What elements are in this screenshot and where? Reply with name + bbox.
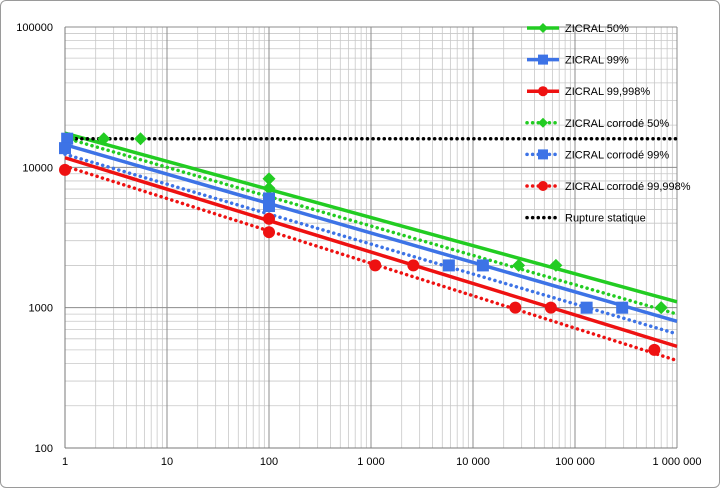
legend-label: ZICRAL 99% [565,55,629,67]
legend-label: ZICRAL corrodé 50% [565,118,669,130]
legend-swatch-marker [538,117,548,128]
series-line-4 [63,136,679,316]
y-tick-label: 10000 [22,162,53,174]
data-point [134,132,148,146]
legend-item-3: ZICRAL 99,998% [527,86,650,98]
series-line-3 [64,156,678,349]
x-tick-label: 100 [260,456,278,468]
legend-label: ZICRAL 99,998% [565,86,650,98]
legend-item-7: Rupture statique [525,213,646,225]
data-point [262,181,276,195]
data-point [263,226,275,239]
legend-item-6: ZICRAL corrodé 99,998% [525,181,691,193]
x-tick-label: 1 000 000 [653,456,702,468]
series-line-1 [64,131,678,304]
x-tick-label: 1 [62,456,68,468]
data-point [442,259,455,272]
data-point [648,343,661,356]
data-point [549,258,563,272]
legend-swatch-marker [538,23,548,33]
legend-swatch-marker [538,86,548,97]
legend-swatch-marker [538,54,548,65]
data-point [59,142,71,155]
data-point [262,172,276,186]
series-line-2 [64,143,678,323]
legend-item-5: ZICRAL corrodé 99% [525,149,669,161]
legend-label: Rupture statique [565,213,646,225]
legend-item-4: ZICRAL corrodé 50% [525,117,669,130]
y-tick-label: 100000 [16,22,53,34]
data-point [512,258,526,272]
data-point [59,163,71,176]
data-point [263,212,275,225]
legend-label: ZICRAL corrodé 99,998% [565,181,691,193]
data-point [544,301,557,314]
data-point [61,132,74,145]
y-tick-label: 100 [35,443,53,455]
data-point [97,132,111,146]
series-lines [63,131,679,363]
legend-label: ZICRAL 50% [565,23,629,35]
data-point [407,259,420,272]
x-tick-label: 100 000 [555,456,595,468]
data-point [509,301,522,314]
data-point [476,259,489,272]
legend-swatch-marker [538,181,548,191]
legend-item-1: ZICRAL 50% [527,23,629,35]
x-tick-label: 1 000 [357,456,385,468]
series-line-6 [63,164,679,363]
y-tick-label: 1000 [29,303,53,315]
legend-swatch-marker [538,149,548,160]
grid [64,26,678,449]
data-point [369,259,382,272]
data-point [616,301,629,314]
legend: ZICRAL 50% ZICRAL 99% ZICRAL 99,998% ZICRAL… [525,23,691,225]
series-markers [59,132,668,356]
data-point [263,200,275,213]
legend-item-2: ZICRAL 99% [527,54,629,67]
series-line-5 [63,152,679,336]
x-tick-label: 10 000 [456,456,490,468]
data-point [580,301,593,314]
legend-label: ZICRAL corrodé 99% [565,149,669,161]
data-point [654,301,668,315]
x-tick-label: 10 [161,456,173,468]
